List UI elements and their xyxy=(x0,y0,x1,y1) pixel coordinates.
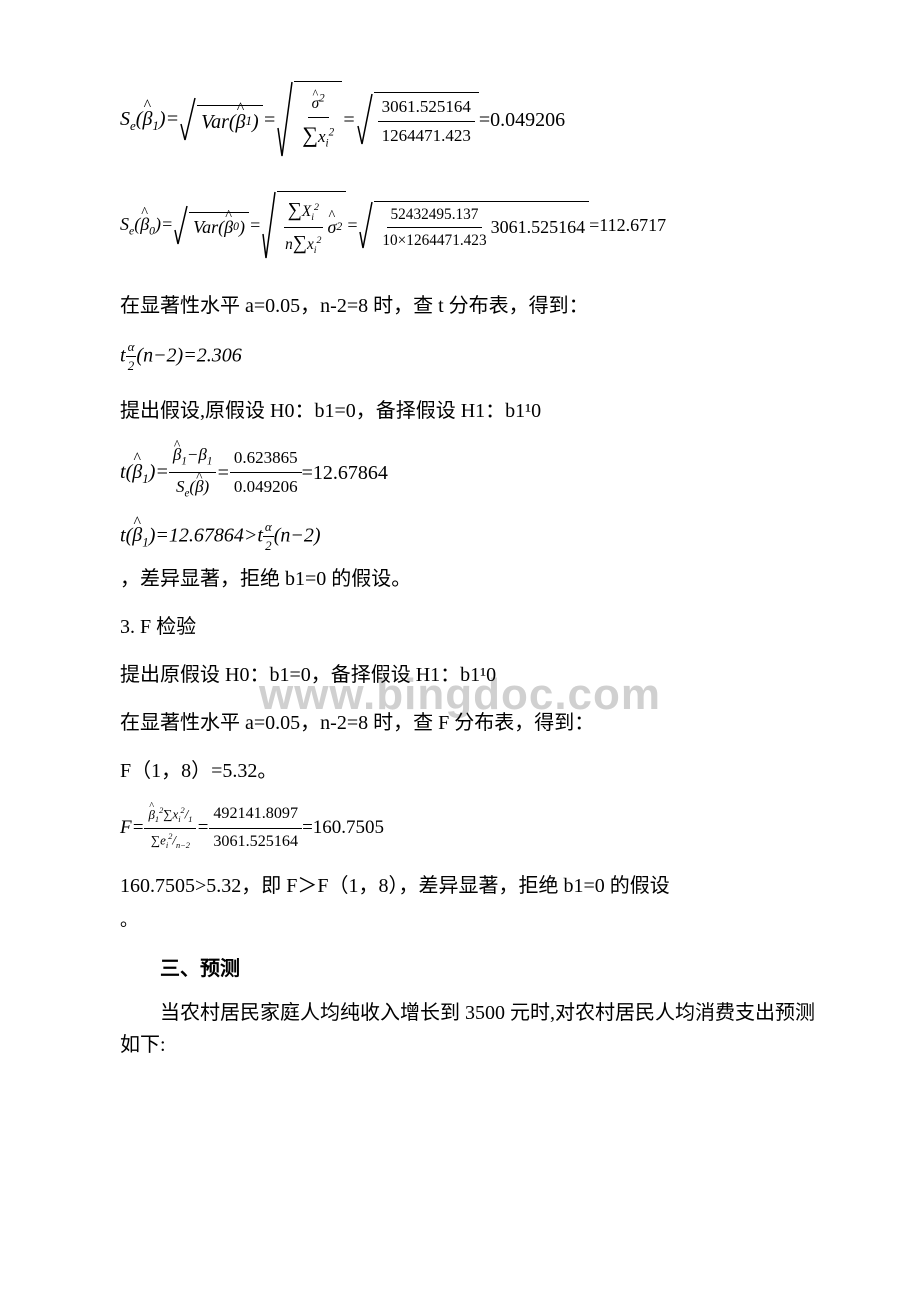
formula-f-stat: F= β12∑xi2/1 ∑ei2/n−2 = 492141.8097 3061… xyxy=(120,803,820,853)
text-hypothesis-1: 提出假设,原假设 H0：b1=0，备择假设 H1：b1¹0 xyxy=(120,395,820,427)
text-hypothesis-2: 提出原假设 H0：b1=0，备择假设 H1：b1¹0 xyxy=(120,659,820,691)
formula-se-beta0: Se(β0)= Var(β0) = ∑Xi2 n∑xi2 σ2 = 524324… xyxy=(120,190,820,262)
text-f-critical: F（1，8）=5.32。 xyxy=(120,755,820,787)
formula-t-critical: tα2(n−2)=2.306 xyxy=(120,338,820,375)
formula-t-compare: t(β1)=12.67864>tα2(n−2) xyxy=(120,518,820,555)
formula-se-beta1: Se(β1)= Var(β1) = σ2 ∑xi2 = 3061.525164 … xyxy=(120,80,820,160)
text-f-test-title: 3. F 检验 xyxy=(120,611,820,643)
text-f-reject: 160.7505>5.32，即 F＞F（1，8），差异显著，拒绝 b1=0 的假… xyxy=(120,870,820,902)
section-title-prediction: 三、预测 xyxy=(120,952,820,981)
formula-t-beta1: t(β1)= β1−β1 Se(β) = 0.623865 0.049206 =… xyxy=(120,443,820,502)
document-content: Se(β1)= Var(β1) = σ2 ∑xi2 = 3061.525164 … xyxy=(120,80,820,1061)
text-prediction-intro: 当农村居民家庭人均纯收入增长到 3500 元时,对农村居民人均消费支出预测如下: xyxy=(120,997,820,1061)
text-significance-t: 在显著性水平 a=0.05，n-2=8 时，查 t 分布表，得到： xyxy=(120,290,820,322)
text-period: 。 xyxy=(120,906,820,932)
text-reject-1: ，差异显著，拒绝 b1=0 的假设。 xyxy=(120,563,820,595)
text-significance-f: 在显著性水平 a=0.05，n-2=8 时，查 F 分布表，得到： xyxy=(120,707,820,739)
